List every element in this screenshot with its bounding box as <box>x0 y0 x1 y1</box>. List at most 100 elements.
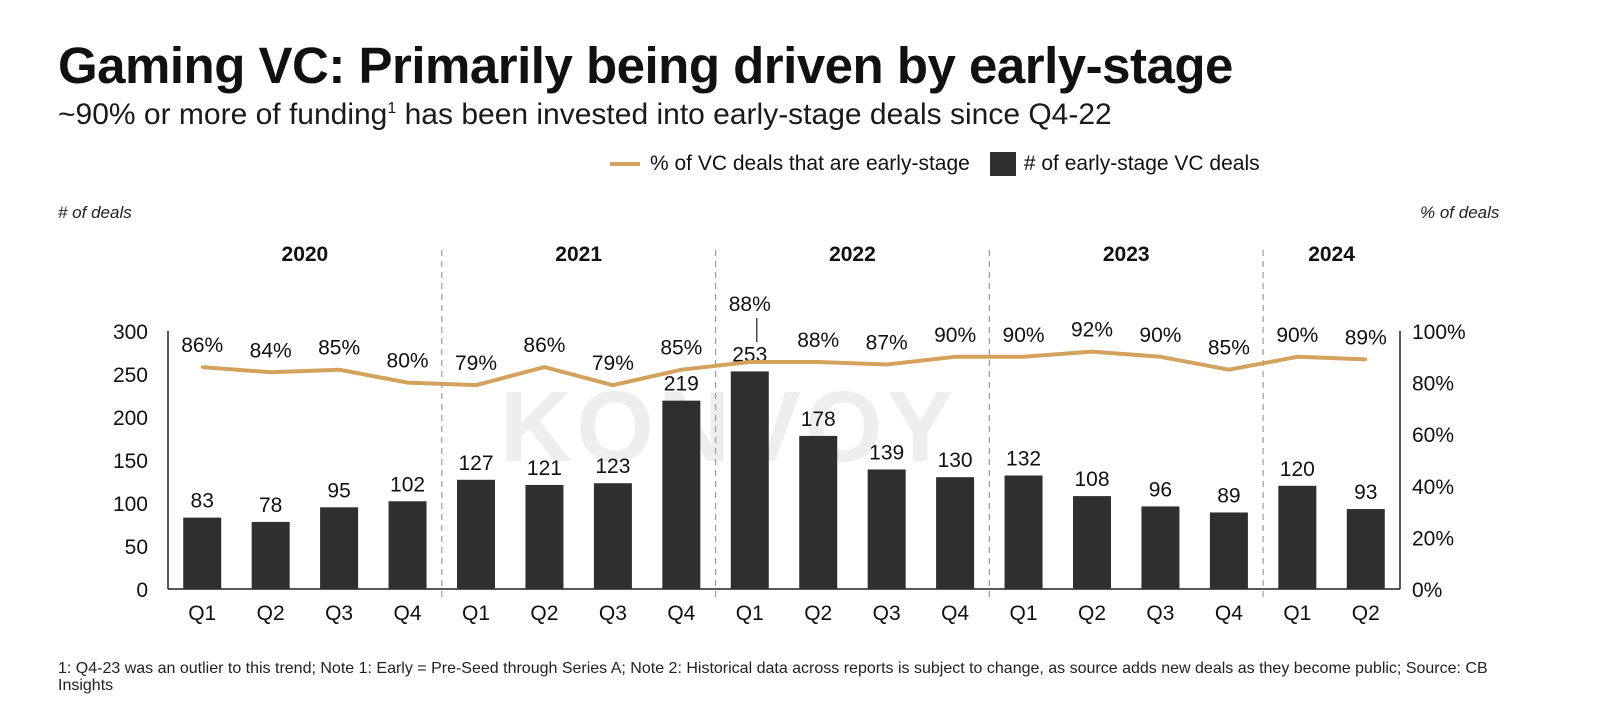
left-y-tick-label: 0 <box>136 579 148 602</box>
bar <box>1278 485 1317 589</box>
bar-value-label: 83 <box>191 490 214 513</box>
left-y-tick-label: 200 <box>113 407 148 430</box>
bar-value-label: 102 <box>390 473 425 496</box>
bar <box>662 400 701 589</box>
line-point <box>1158 355 1162 359</box>
bar <box>525 484 564 589</box>
bar-value-label: 127 <box>458 452 493 475</box>
bar-value-label: 123 <box>595 455 630 478</box>
line-value-label: 90% <box>1003 324 1045 347</box>
bar-value-label: 95 <box>327 479 350 502</box>
line-point <box>885 363 889 367</box>
line-point <box>406 381 410 385</box>
bar <box>936 477 975 589</box>
x-tick-label: Q2 <box>1078 602 1106 625</box>
legend-line-swatch <box>610 162 640 166</box>
x-tick-label: Q4 <box>667 602 695 625</box>
right-y-tick-label: 40% <box>1412 476 1454 499</box>
left-y-tick-label: 150 <box>113 450 148 473</box>
line-point <box>542 365 546 369</box>
line-point <box>337 368 341 372</box>
left-y-tick-label: 100 <box>113 493 148 516</box>
x-tick-label: Q1 <box>1283 602 1311 625</box>
line-value-label: 87% <box>866 332 908 355</box>
watermark: KONVOY <box>500 371 958 483</box>
x-tick-label: Q1 <box>188 602 216 625</box>
legend-bar-swatch <box>989 152 1016 176</box>
footnote: 1: Q4-23 was an outlier to this trend; N… <box>58 660 1488 694</box>
line-value-label: 90% <box>1139 324 1181 347</box>
x-tick-label: Q1 <box>1010 602 1038 625</box>
left-axis-caption: # of deals <box>58 203 132 222</box>
bar-value-label: 78 <box>259 494 282 517</box>
subtitle-footnote-marker: 1 <box>387 100 397 117</box>
bar <box>251 521 290 589</box>
chart-title: Gaming VC: Primarily being driven by ear… <box>58 37 1233 94</box>
bar <box>457 479 495 589</box>
line-value-label: 85% <box>318 337 360 360</box>
bar <box>730 371 769 589</box>
bar-value-label: 89 <box>1217 484 1240 507</box>
bar-value-label: 121 <box>527 457 562 480</box>
line-value-label: 79% <box>592 352 634 375</box>
bar-value-label: 130 <box>938 449 973 472</box>
line-point <box>1295 355 1299 359</box>
line-value-label: 85% <box>1208 337 1250 360</box>
line-value-label: 89% <box>1345 326 1387 349</box>
x-tick-label: Q4 <box>1215 602 1243 625</box>
line-value-label: 85% <box>660 337 702 360</box>
bar-value-label: 132 <box>1006 447 1041 470</box>
legend-bar-label: # of early-stage VC deals <box>1023 152 1260 175</box>
x-tick-label: Q4 <box>394 602 422 625</box>
line-point <box>269 370 273 374</box>
line-point <box>1364 357 1368 361</box>
bar <box>183 517 222 589</box>
bar <box>1346 509 1385 589</box>
line-point <box>953 355 957 359</box>
line-point <box>611 383 615 387</box>
bar-value-label: 178 <box>801 408 836 431</box>
line-value-label: 90% <box>934 324 976 347</box>
year-label: 2021 <box>555 243 602 266</box>
right-y-tick-label: 20% <box>1412 527 1454 550</box>
left-y-tick-label: 300 <box>113 321 148 344</box>
x-tick-label: Q3 <box>325 602 353 625</box>
x-tick-label: Q1 <box>736 602 764 625</box>
x-tick-label: Q3 <box>599 602 627 625</box>
line-series <box>202 349 1366 388</box>
x-tick-label: Q2 <box>1352 602 1380 625</box>
left-y-tick-label: 50 <box>125 536 148 559</box>
line-point <box>1227 368 1231 372</box>
bar-value-label: 96 <box>1149 478 1172 501</box>
bar-value-label: 139 <box>869 441 904 464</box>
line-point <box>200 365 204 369</box>
right-y-tick-label: 80% <box>1412 373 1454 396</box>
legend-line-label: % of VC deals that are early-stage <box>650 152 970 175</box>
line-point <box>679 368 683 372</box>
chart-subtitle: ~90% or more of funding1 has been invest… <box>58 98 1112 132</box>
x-tick-label: Q3 <box>1146 602 1174 625</box>
x-tick-label: Q2 <box>257 602 285 625</box>
line-value-label: 79% <box>455 352 497 375</box>
line-value-label: 90% <box>1276 324 1318 347</box>
bar-value-label: 93 <box>1354 481 1377 504</box>
x-tick-label: Q2 <box>804 602 832 625</box>
bar <box>320 507 359 589</box>
legend: % of VC deals that are early-stage # of … <box>610 152 1260 176</box>
year-label: 2024 <box>1308 243 1355 266</box>
right-axis-caption: % of deals <box>1420 203 1500 222</box>
x-tick-label: Q1 <box>462 602 490 625</box>
right-y-tick-label: 0% <box>1412 579 1442 602</box>
line-value-label: 80% <box>387 350 429 373</box>
line-value-label: 86% <box>181 334 223 357</box>
line-point <box>1022 355 1026 359</box>
bar-value-label: 219 <box>664 373 699 396</box>
bar-value-label: 120 <box>1280 458 1315 481</box>
x-tick-label: Q4 <box>941 602 969 625</box>
bar <box>1004 475 1043 589</box>
line-value-label: 84% <box>250 339 292 362</box>
subtitle-rest: has been invested into early-stage deals… <box>396 98 1112 131</box>
year-label: 2023 <box>1103 243 1150 266</box>
subtitle-main: ~90% or more of funding <box>58 98 388 131</box>
